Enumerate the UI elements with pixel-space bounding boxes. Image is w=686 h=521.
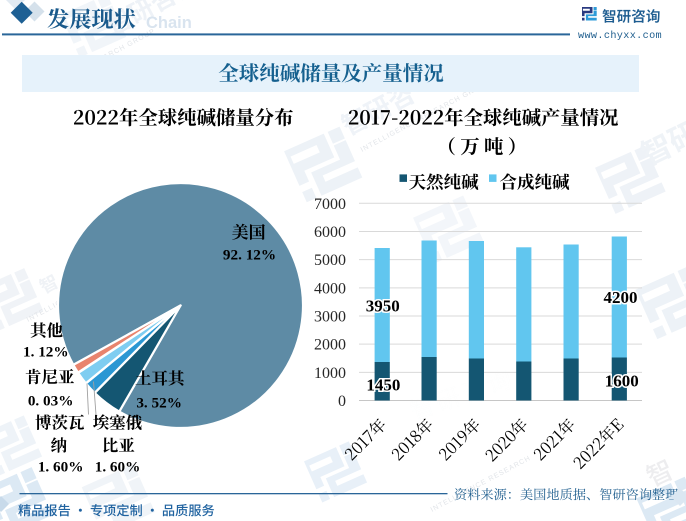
svg-text:1000: 1000 xyxy=(314,365,346,382)
svg-text:92. 12%: 92. 12% xyxy=(223,246,276,263)
svg-text:0: 0 xyxy=(338,393,346,410)
svg-text:1450: 1450 xyxy=(366,375,400,394)
svg-text:1. 12%: 1. 12% xyxy=(23,343,69,360)
svg-text:4200: 4200 xyxy=(604,288,638,307)
svg-text:1. 60%: 1. 60% xyxy=(95,458,141,475)
svg-text:5000: 5000 xyxy=(314,252,346,269)
svg-text:1600: 1600 xyxy=(605,371,639,390)
svg-text:6000: 6000 xyxy=(314,224,346,241)
svg-text:4000: 4000 xyxy=(314,280,346,297)
svg-text:1450: 1450 xyxy=(366,375,400,394)
svg-text:3950: 3950 xyxy=(366,296,400,315)
svg-text:3. 52%: 3. 52% xyxy=(136,395,182,412)
svg-text:3000: 3000 xyxy=(314,309,346,326)
svg-text:Chain: Chain xyxy=(146,14,192,32)
svg-text:3950: 3950 xyxy=(366,296,400,315)
svg-text:4200: 4200 xyxy=(604,288,638,307)
svg-text:0. 03%: 0. 03% xyxy=(28,393,74,410)
svg-text:7000: 7000 xyxy=(314,196,346,213)
svg-text:1600: 1600 xyxy=(605,371,639,390)
svg-text:1. 60%: 1. 60% xyxy=(38,458,84,475)
svg-text:www.chyxx.com: www.chyxx.com xyxy=(578,30,662,42)
svg-text:2000: 2000 xyxy=(314,337,346,354)
